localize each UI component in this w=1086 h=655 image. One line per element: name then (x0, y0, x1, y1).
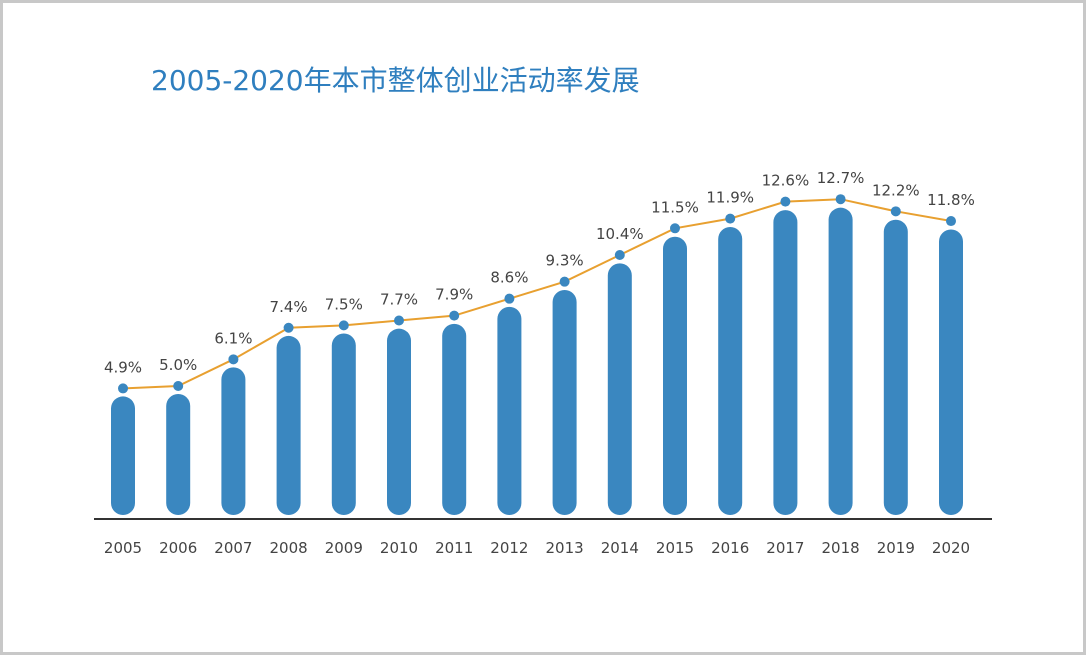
x-tick-label-2016: 2016 (711, 539, 749, 557)
data-label-2020: 11.8% (927, 191, 975, 209)
bar-2020 (939, 229, 963, 515)
data-label-2014: 10.4% (596, 225, 644, 243)
line-point-2016 (725, 213, 736, 224)
x-tick-label-2011: 2011 (435, 539, 473, 557)
line-point-2015 (670, 223, 680, 234)
bar-2018 (828, 207, 853, 515)
line-point-2011 (449, 310, 460, 321)
x-tick-label-2018: 2018 (822, 539, 860, 557)
bar-group (111, 207, 963, 515)
x-tick-label-2019: 2019 (877, 539, 915, 557)
bar-2008 (276, 335, 301, 515)
x-tick-label-2014: 2014 (601, 539, 639, 557)
line-point-2013 (559, 276, 570, 287)
x-tick-label-2006: 2006 (159, 539, 197, 557)
x-tick-label-2020: 2020 (932, 539, 970, 557)
data-label-2015: 11.5% (651, 198, 699, 216)
line-point-2020 (946, 216, 956, 227)
bar-2015 (663, 236, 687, 515)
x-tick-label-2008: 2008 (270, 539, 308, 557)
data-label-2007: 6.1% (214, 329, 252, 347)
line-point-2012 (504, 293, 515, 304)
line-point-2010 (394, 315, 404, 326)
x-tick-label-2009: 2009 (325, 539, 363, 557)
data-label-2012: 8.6% (490, 269, 528, 287)
line-point-2005 (118, 383, 128, 394)
bar-2019 (883, 219, 908, 515)
line-point-2009 (338, 320, 349, 331)
data-label-2018: 12.7% (817, 169, 865, 187)
bar-2006 (166, 394, 191, 515)
bar-2005 (111, 396, 135, 515)
x-tick-group: 2005 2006 2007 2008 2009 2010 2011 2012 2013 2014… (104, 539, 970, 557)
data-label-2017: 12.6% (762, 172, 810, 190)
line-series-group (118, 194, 956, 394)
series-line (122, 198, 952, 390)
line-point-2006 (173, 381, 184, 391)
data-label-2016: 11.9% (706, 189, 754, 207)
x-tick-label-2007: 2007 (214, 539, 252, 557)
bar-2014 (607, 263, 632, 515)
x-tick-label-2010: 2010 (380, 539, 418, 557)
data-label-2006: 5.0% (159, 356, 197, 374)
x-tick-label-2015: 2015 (656, 539, 694, 557)
x-tick-label-2005: 2005 (104, 539, 142, 557)
bar-2011 (442, 323, 467, 515)
line-point-2017 (780, 196, 791, 207)
x-tick-label-2012: 2012 (490, 539, 528, 557)
x-tick-label-2017: 2017 (766, 539, 804, 557)
x-tick-label-2013: 2013 (546, 539, 584, 557)
data-label-2019: 12.2% (872, 181, 920, 199)
data-label-2005: 4.9% (104, 358, 142, 376)
bar-2016 (718, 227, 743, 515)
data-label-2011: 7.9% (435, 286, 473, 304)
line-point-2007 (228, 354, 239, 365)
line-point-2014 (614, 249, 625, 260)
bar-2010 (387, 328, 411, 515)
bar-2012 (497, 306, 522, 515)
data-label-2010: 7.7% (380, 290, 418, 308)
data-label-2013: 9.3% (546, 252, 584, 270)
data-label-2008: 7.4% (270, 298, 308, 316)
line-point-2008 (283, 322, 294, 333)
bar-2007 (221, 367, 246, 515)
line-point-2018 (835, 194, 846, 205)
data-label-2009: 7.5% (325, 295, 363, 313)
bar-2017 (773, 210, 798, 515)
line-point-2019 (890, 206, 901, 217)
bar-2009 (331, 333, 356, 515)
chart-title: 2005-2020年本市整体创业活动率发展 (151, 64, 640, 97)
data-label-group: 4.9% 5.0% 6.1% 7.4% 7.5% 7.7% 7.9% 8.6% 9.3% 10.4… (104, 169, 975, 376)
bar-2013 (552, 289, 577, 515)
